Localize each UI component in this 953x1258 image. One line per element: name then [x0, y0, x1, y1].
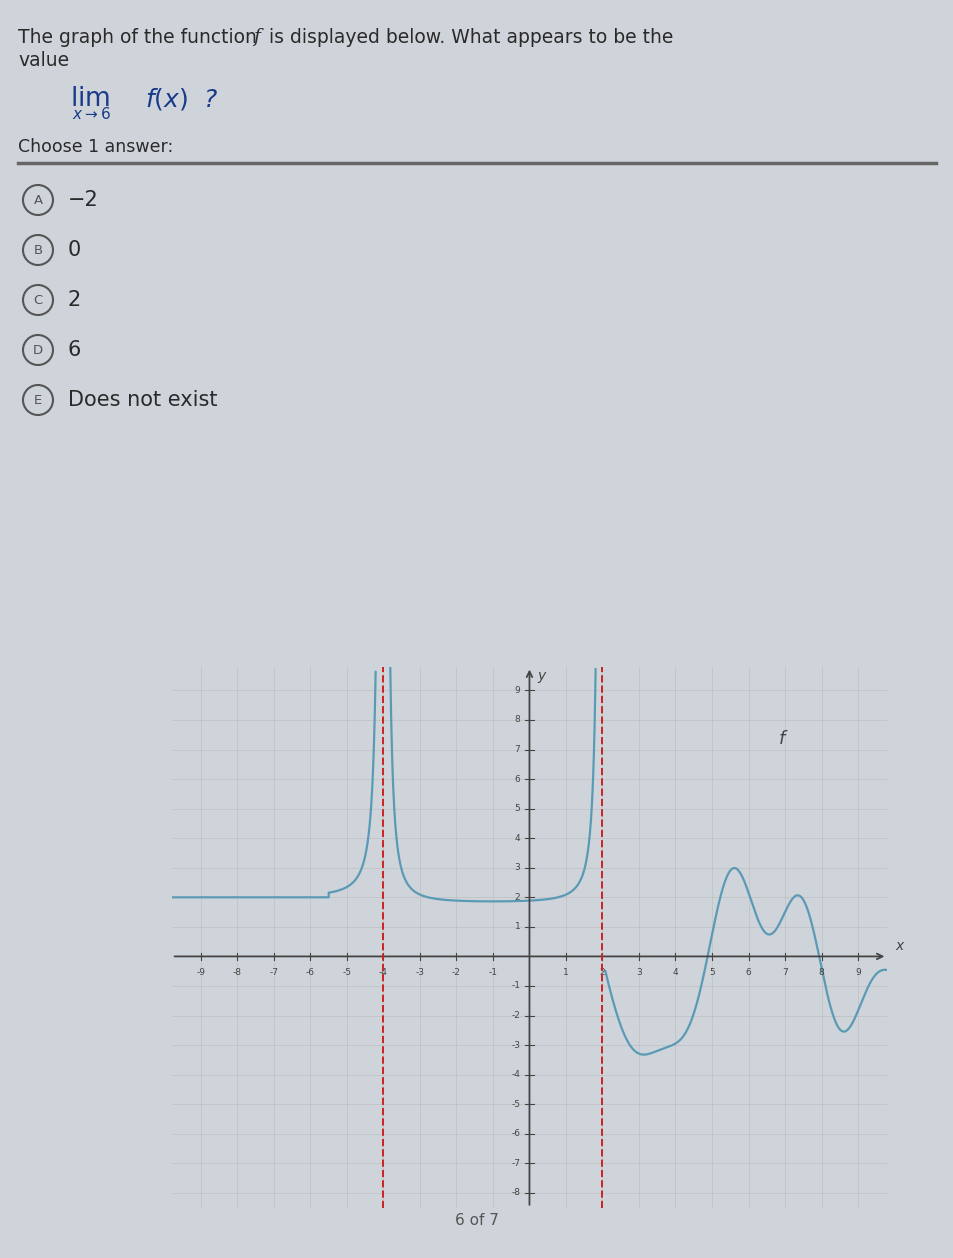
Text: B: B — [33, 244, 43, 257]
Text: 4: 4 — [672, 969, 678, 977]
Text: 3: 3 — [636, 969, 641, 977]
Text: A: A — [33, 194, 43, 206]
Text: $f(x)$  ?: $f(x)$ ? — [145, 86, 218, 112]
Text: -9: -9 — [196, 969, 205, 977]
Text: $y$: $y$ — [537, 669, 547, 684]
Text: 1: 1 — [562, 969, 568, 977]
Text: 6 of 7: 6 of 7 — [455, 1213, 498, 1228]
Text: 8: 8 — [818, 969, 823, 977]
Text: Does not exist: Does not exist — [68, 390, 217, 410]
Text: -1: -1 — [511, 981, 519, 990]
Text: 6: 6 — [514, 775, 519, 784]
Text: Choose 1 answer:: Choose 1 answer: — [18, 138, 173, 156]
Text: −2: −2 — [68, 190, 99, 210]
Text: -6: -6 — [511, 1130, 519, 1138]
Text: 9: 9 — [514, 686, 519, 694]
Text: 4: 4 — [515, 834, 519, 843]
Text: 8: 8 — [514, 716, 519, 725]
Text: -4: -4 — [511, 1071, 519, 1079]
Text: is displayed below. What appears to be the: is displayed below. What appears to be t… — [263, 28, 673, 47]
Text: -5: -5 — [511, 1099, 519, 1108]
Text: E: E — [34, 394, 42, 406]
Text: 5: 5 — [708, 969, 714, 977]
Text: -4: -4 — [378, 969, 388, 977]
Text: 0: 0 — [68, 240, 81, 260]
Text: -1: -1 — [488, 969, 497, 977]
Text: $x \to 6$: $x \to 6$ — [71, 106, 111, 122]
Text: $\lim$: $\lim$ — [70, 86, 110, 112]
Text: 5: 5 — [514, 804, 519, 813]
Text: 9: 9 — [854, 969, 860, 977]
Text: -3: -3 — [415, 969, 424, 977]
Text: -6: -6 — [306, 969, 314, 977]
Text: 6: 6 — [68, 340, 81, 360]
Text: 7: 7 — [514, 745, 519, 754]
Text: D: D — [33, 343, 43, 356]
Text: f: f — [253, 28, 260, 47]
Text: -2: -2 — [452, 969, 460, 977]
Text: 3: 3 — [514, 863, 519, 872]
Text: 2: 2 — [599, 969, 604, 977]
Text: C: C — [33, 293, 43, 307]
Text: -3: -3 — [511, 1040, 519, 1049]
Text: -7: -7 — [269, 969, 278, 977]
Text: -5: -5 — [342, 969, 351, 977]
Text: 2: 2 — [68, 291, 81, 309]
Text: -8: -8 — [511, 1189, 519, 1198]
Text: 7: 7 — [781, 969, 787, 977]
Text: -8: -8 — [233, 969, 242, 977]
Text: $f$: $f$ — [777, 730, 787, 747]
Text: 6: 6 — [745, 969, 751, 977]
Text: -7: -7 — [511, 1159, 519, 1167]
Text: value: value — [18, 52, 69, 70]
Text: 2: 2 — [515, 893, 519, 902]
Text: 1: 1 — [514, 922, 519, 931]
Text: -2: -2 — [511, 1011, 519, 1020]
Text: $x$: $x$ — [894, 940, 904, 954]
Text: The graph of the function: The graph of the function — [18, 28, 263, 47]
